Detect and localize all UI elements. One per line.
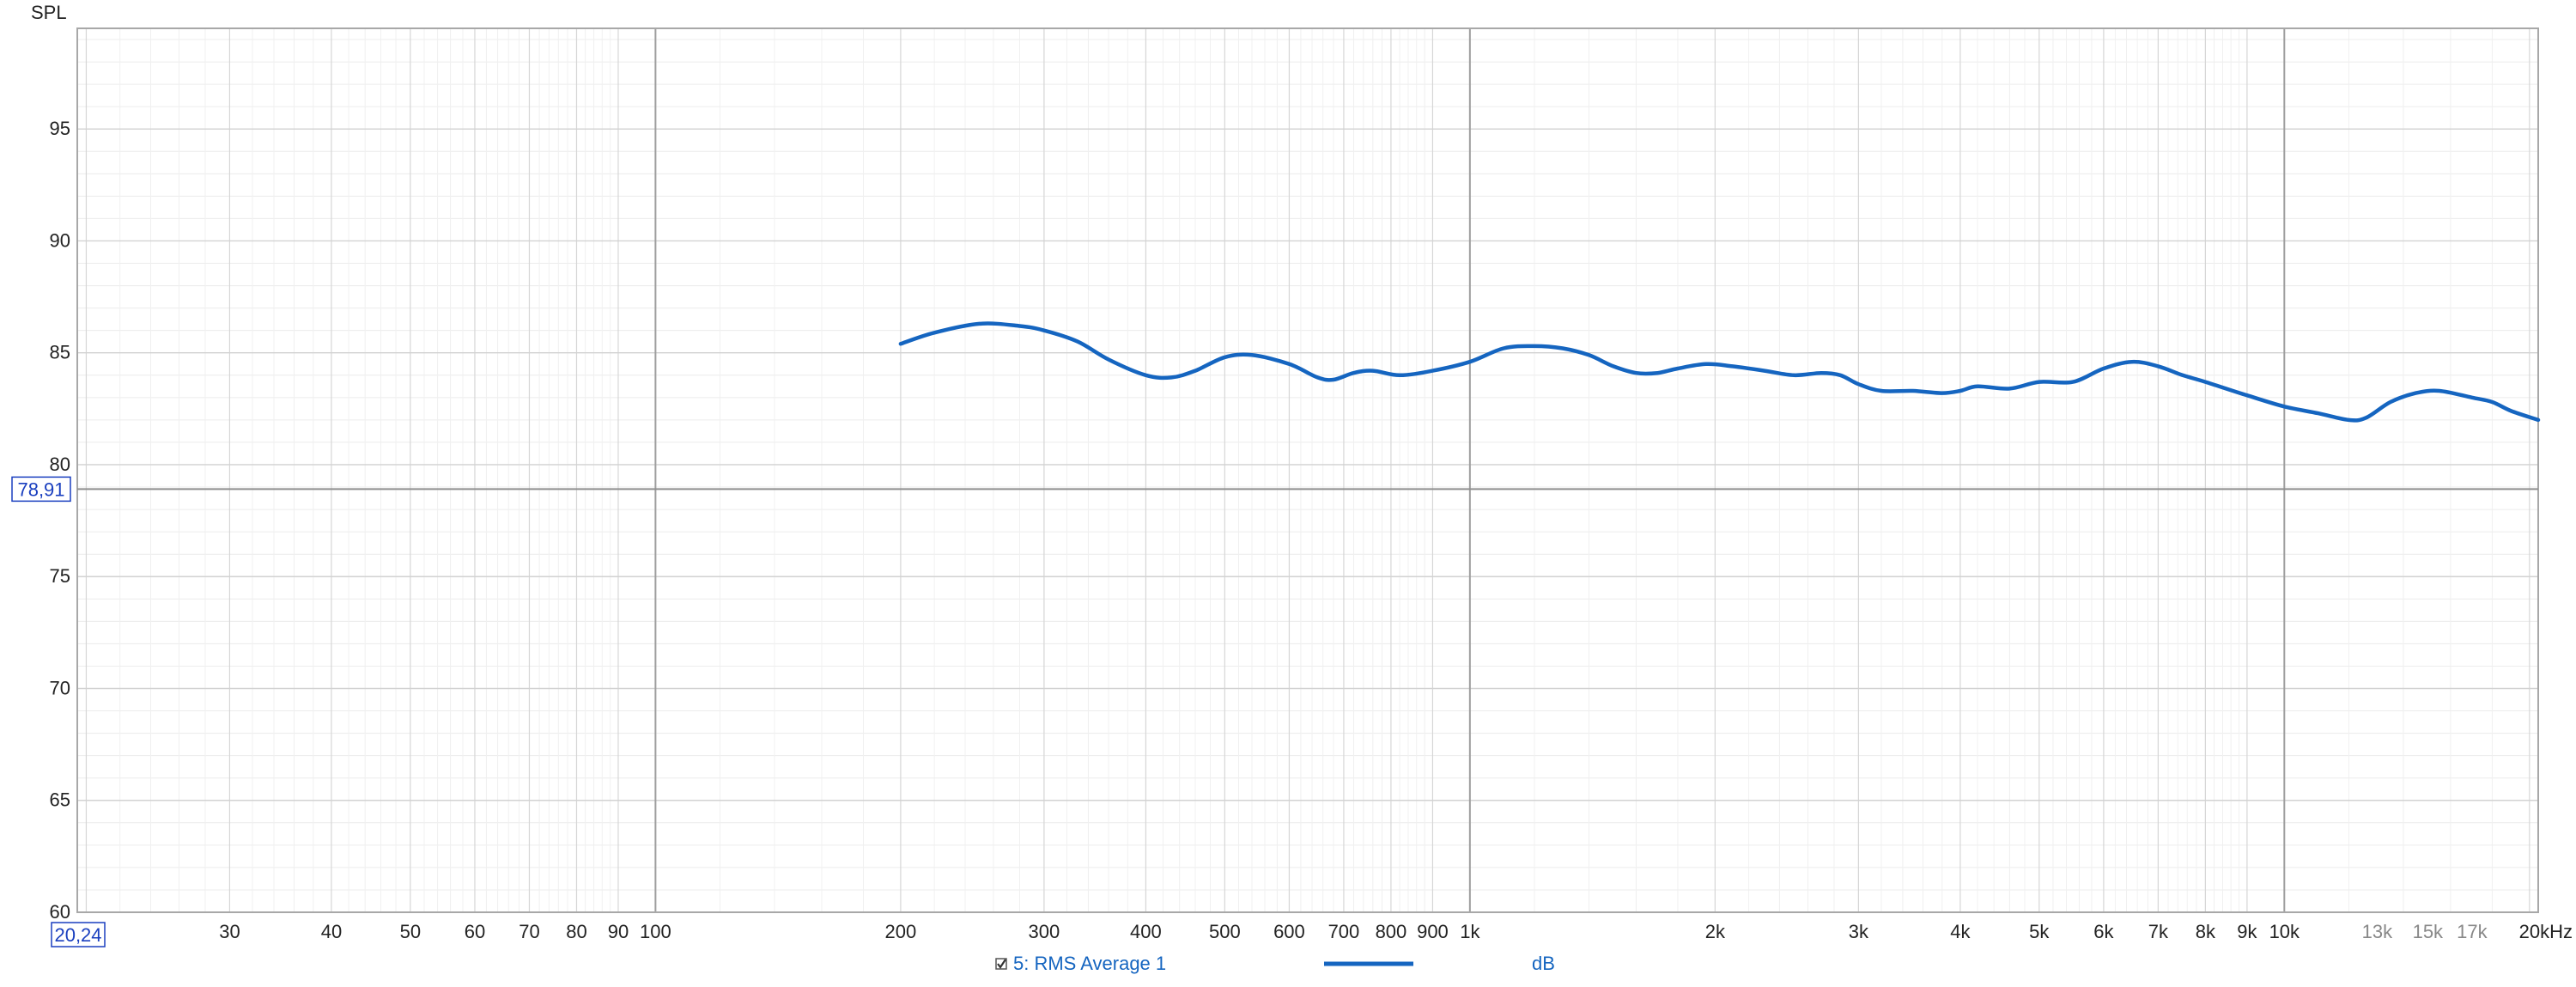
x-tick-label: 5k bbox=[2029, 921, 2050, 942]
x-axis-tick-labels: 30 40 50 60 70 80 90 100 200 300 400 500 600 700 800 90… bbox=[219, 921, 2573, 942]
series-lines bbox=[898, 321, 2541, 423]
y-tick-label: 70 bbox=[50, 677, 70, 698]
x-tick-label: 17k bbox=[2457, 921, 2488, 942]
y-axis-title: SPL bbox=[31, 2, 67, 23]
cursor-y-value: 78,91 bbox=[17, 478, 64, 500]
x-tick-label: 900 bbox=[1417, 921, 1449, 942]
plot-area-frame bbox=[76, 27, 2539, 913]
y-tick-label: 75 bbox=[50, 565, 70, 587]
x-tick-label: 300 bbox=[1029, 921, 1060, 942]
minor-gridlines bbox=[77, 28, 2538, 912]
series-line bbox=[898, 321, 2541, 423]
x-tick-label: 4k bbox=[1950, 921, 1971, 942]
y-tick-label: 65 bbox=[50, 789, 70, 811]
x-tick-label: 30 bbox=[219, 921, 240, 942]
y-tick-label: 60 bbox=[50, 901, 70, 923]
checkmark-icon bbox=[997, 959, 1006, 969]
cursor-x-readout[interactable]: 20,24 bbox=[51, 922, 106, 947]
y-axis-tick-labels: 60 65 70 75 80 85 90 95 bbox=[50, 118, 70, 923]
x-tick-label: 2k bbox=[1705, 921, 1726, 942]
legend-series-name[interactable]: 5: RMS Average 1 bbox=[1013, 953, 1166, 974]
legend-series-unit: dB bbox=[1532, 953, 1555, 974]
x-tick-label: 50 bbox=[400, 921, 421, 942]
x-tick-label: 20kHz bbox=[2519, 921, 2573, 942]
x-tick-label: 8k bbox=[2196, 921, 2216, 942]
x-tick-label: 15k bbox=[2413, 921, 2444, 942]
x-tick-label: 7k bbox=[2148, 921, 2169, 942]
x-tick-label: 700 bbox=[1328, 921, 1360, 942]
x-tick-label: 70 bbox=[519, 921, 539, 942]
x-tick-label: 6k bbox=[2093, 921, 2114, 942]
x-tick-label: 90 bbox=[608, 921, 629, 942]
x-tick-label: 600 bbox=[1273, 921, 1305, 942]
cursor-x-value: 20,24 bbox=[54, 924, 101, 946]
x-tick-label: 40 bbox=[321, 921, 342, 942]
y-tick-label: 90 bbox=[50, 229, 70, 251]
x-tick-label: 400 bbox=[1130, 921, 1162, 942]
x-tick-label: 3k bbox=[1849, 921, 1869, 942]
x-tick-label: 1k bbox=[1460, 921, 1480, 942]
y-tick-label: 95 bbox=[50, 118, 70, 139]
x-tick-label: 800 bbox=[1376, 921, 1407, 942]
cursor-y-box bbox=[11, 476, 71, 503]
legend: 5: RMS Average 1 dB bbox=[995, 953, 1555, 974]
x-tick-label: 10k bbox=[2269, 921, 2300, 942]
cursor-x-box bbox=[51, 922, 106, 947]
x-tick-label: 60 bbox=[465, 921, 485, 942]
x-tick-label: 500 bbox=[1209, 921, 1241, 942]
x-tick-label: 9k bbox=[2237, 921, 2257, 942]
x-tick-label: 13k bbox=[2362, 921, 2393, 942]
x-tick-label: 200 bbox=[885, 921, 917, 942]
y-tick-label: 85 bbox=[50, 342, 70, 363]
cursor-y-readout[interactable]: 78,91 bbox=[11, 476, 71, 503]
y-tick-label: 80 bbox=[50, 454, 70, 475]
x-tick-label: 80 bbox=[566, 921, 586, 942]
x-tick-label: 100 bbox=[640, 921, 671, 942]
